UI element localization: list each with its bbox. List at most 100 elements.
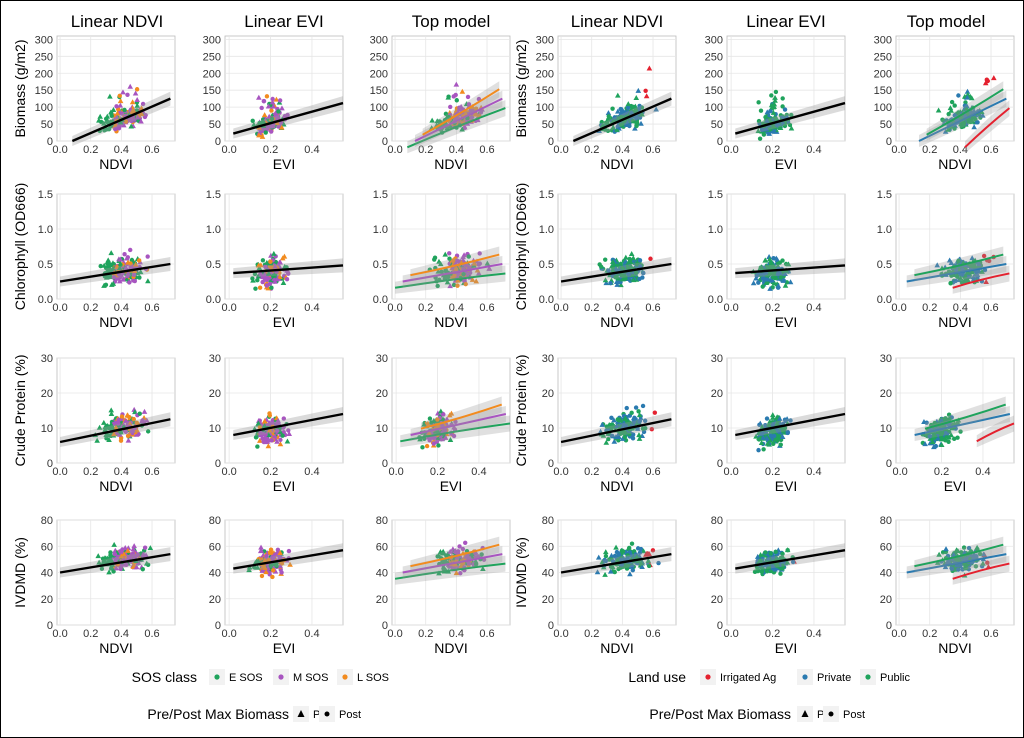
- x-tick-label: 0.2: [83, 302, 98, 314]
- fit-line: [402, 263, 503, 283]
- data-point: [976, 111, 983, 117]
- data-point: [764, 416, 770, 421]
- data-point: [634, 116, 639, 121]
- x-tick-label: 0.2: [922, 302, 937, 314]
- x-tick-label: 0.0: [891, 302, 906, 314]
- x-tick-label: 0.4: [615, 466, 630, 478]
- x-tick-label: 0.0: [553, 628, 568, 640]
- data-point: [628, 106, 635, 112]
- data-point: [280, 280, 287, 286]
- data-point: [128, 247, 133, 253]
- data-point: [620, 435, 626, 441]
- data-point: [956, 110, 961, 115]
- y-tick-label: 300: [874, 34, 892, 46]
- fit-line: [232, 101, 344, 135]
- data-point: [637, 103, 642, 109]
- data-point: [966, 119, 971, 124]
- data-point: [768, 260, 774, 265]
- data-point: [952, 103, 957, 108]
- data-point: [474, 267, 481, 273]
- data-point: [769, 93, 774, 98]
- data-point: [270, 568, 276, 573]
- data-point: [282, 114, 288, 119]
- data-point: [134, 96, 140, 102]
- fit-line: [422, 88, 500, 136]
- data-point: [766, 256, 773, 262]
- data-point: [129, 99, 136, 105]
- confidence-band: [926, 81, 1004, 141]
- data-point: [788, 125, 795, 131]
- data-point: [774, 122, 780, 128]
- data-point: [766, 130, 773, 136]
- y-tick-label: 20: [711, 594, 723, 606]
- data-point: [787, 279, 794, 285]
- legend-label: L SOS: [357, 672, 389, 684]
- data-point: [981, 253, 987, 259]
- data-point: [972, 263, 978, 269]
- y-tick-label: 60: [880, 541, 892, 553]
- data-point: [258, 271, 265, 277]
- legend-symbol: [802, 674, 808, 680]
- y-tick-label: 300: [536, 34, 554, 46]
- data-point: [621, 431, 627, 436]
- y-tick-label: 60: [209, 541, 221, 553]
- data-point: [633, 108, 639, 113]
- data-point: [432, 257, 437, 262]
- data-point: [274, 438, 280, 444]
- data-point: [955, 274, 960, 279]
- x-tick-label: 0.4: [114, 302, 129, 314]
- data-point: [629, 410, 634, 416]
- data-point: [757, 136, 763, 141]
- data-point: [262, 418, 268, 424]
- x-tick-label: 0.4: [615, 144, 630, 156]
- y-tick-label: 0.0: [708, 294, 723, 306]
- data-point: [777, 260, 782, 265]
- data-point: [623, 438, 629, 443]
- y-tick-label: 80: [542, 515, 554, 527]
- x-tick-label: 0.4: [953, 628, 968, 640]
- data-point: [971, 107, 977, 113]
- y-tick-label: 20: [376, 594, 388, 606]
- data-point: [113, 126, 118, 132]
- data-point: [643, 88, 648, 93]
- data-point: [106, 436, 112, 442]
- data-point: [630, 415, 637, 421]
- data-point: [649, 427, 654, 432]
- data-point: [435, 417, 440, 422]
- data-point: [782, 282, 789, 288]
- data-point: [606, 436, 611, 442]
- data-point: [789, 112, 794, 118]
- x-axis-title: EVI: [273, 640, 296, 656]
- data-point: [110, 107, 117, 113]
- data-point: [778, 442, 783, 447]
- x-axis-title: NDVI: [600, 314, 633, 330]
- x-tick-label: 0.2: [765, 302, 780, 314]
- data-point: [137, 269, 144, 275]
- legend-symbol: [828, 711, 834, 717]
- data-point: [263, 432, 268, 437]
- data-point: [637, 258, 643, 263]
- plot-panel: 0 50 100 150 200 250 300 0.0 0.2 0.4 0.6 NDVI: [35, 34, 176, 172]
- x-axis-title: NDVI: [600, 156, 633, 172]
- data-point: [261, 98, 267, 104]
- data-point: [605, 128, 611, 133]
- data-point: [256, 94, 262, 100]
- data-point: [461, 252, 467, 258]
- data-point: [274, 428, 280, 434]
- data-point: [778, 571, 783, 576]
- data-point: [653, 106, 659, 112]
- data-point: [137, 411, 142, 416]
- fit-line: [71, 97, 171, 143]
- y-tick-label: 10: [41, 423, 53, 435]
- data-point: [616, 552, 622, 557]
- y-tick-label: 10: [542, 423, 554, 435]
- data-point: [435, 268, 442, 274]
- legend-title: Land use: [628, 669, 686, 685]
- data-point: [626, 272, 632, 277]
- x-tick-label: 0.2: [418, 628, 433, 640]
- data-point: [624, 405, 629, 411]
- data-point: [453, 81, 460, 87]
- data-point: [108, 407, 115, 413]
- y-tick-label: 150: [35, 85, 53, 97]
- x-tick-label: 0.2: [934, 466, 949, 478]
